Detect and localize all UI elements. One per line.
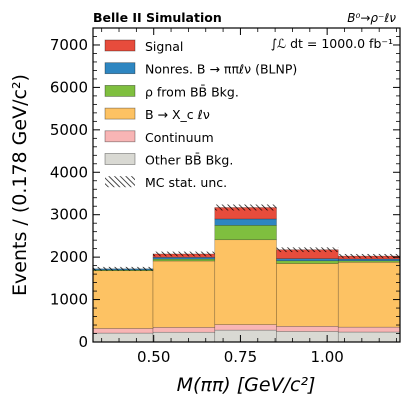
bar-segment [337,261,401,328]
y-axis: 0 1000 2000 3000 4000 5000 6000 7000 [50,36,400,351]
simulation-label: Belle II Simulation [93,10,222,25]
bar-segment [276,263,339,327]
legend-label: Other BB̄ Bkg. [145,153,233,168]
stat-unc-band [93,266,154,271]
bar-segment [214,218,277,226]
legend: Signal Nonres. B → ππℓν (BLNP) ρ from BB̄ … [104,39,297,190]
stat-unc-band [276,247,339,253]
y-tick-label: 2000 [50,248,88,266]
bar-segment [152,327,216,333]
x-tick-label: 1.00 [310,348,343,366]
y-tick-label: 3000 [50,206,88,224]
legend-swatch [104,62,136,75]
legend-swatch [104,153,136,165]
x-axis: 0.50 0.75 1.00 [101,28,397,366]
legend-swatch [104,85,136,97]
stat-unc-band [338,253,400,259]
stat-unc-band [214,204,277,211]
y-tick-label: 1000 [50,291,88,309]
y-tick-label: 7000 [50,36,88,54]
bar-segment [214,225,277,241]
decay-channel-label: B⁰→ρ⁻ℓν [347,11,396,25]
legend-label: MC stat. unc. [145,175,227,190]
x-tick-label: 0.75 [224,348,257,366]
bar-segment [337,331,401,343]
x-tick-label: 0.50 [137,348,170,366]
legend-label: Nonres. B → ππℓν (BLNP) [145,62,297,77]
legend-label: Continuum [145,130,214,145]
bar-segment [92,328,154,334]
bar-segment [152,260,216,328]
bar-segment [214,329,277,343]
legend-label: Signal [145,39,183,54]
bar-segment [214,239,277,325]
legend-label: ρ from BB̄ Bkg. [145,84,239,99]
y-tick-label: 5000 [50,121,88,139]
bar-segment [276,331,339,343]
bar-segment [276,325,339,332]
y-tick-label: 6000 [50,78,88,96]
bar-segment [276,258,339,262]
y-tick-label: 0 [78,333,88,351]
stat-uncertainty-bands [93,204,400,271]
bar-segment [337,326,401,333]
legend-swatch [105,176,135,188]
bar-segment [276,260,339,264]
x-axis-label: M(ππ) [GeV/c²] [177,374,316,396]
luminosity-label: ∫ℒ dt = 1000.0 fb⁻¹ [271,36,393,51]
legend-swatch [104,130,136,143]
bar-segment [92,270,154,329]
histogram-bars [92,207,401,343]
y-axis-label: Events / (0.178 GeV/c²) [9,74,31,296]
legend-label: B → X_c ℓν [145,107,210,122]
stat-unc-band [153,251,215,257]
legend-swatch [104,107,136,120]
legend-swatch [104,39,136,52]
y-tick-label: 4000 [50,163,88,181]
plot-frame [92,27,401,343]
bar-segment [214,324,277,331]
